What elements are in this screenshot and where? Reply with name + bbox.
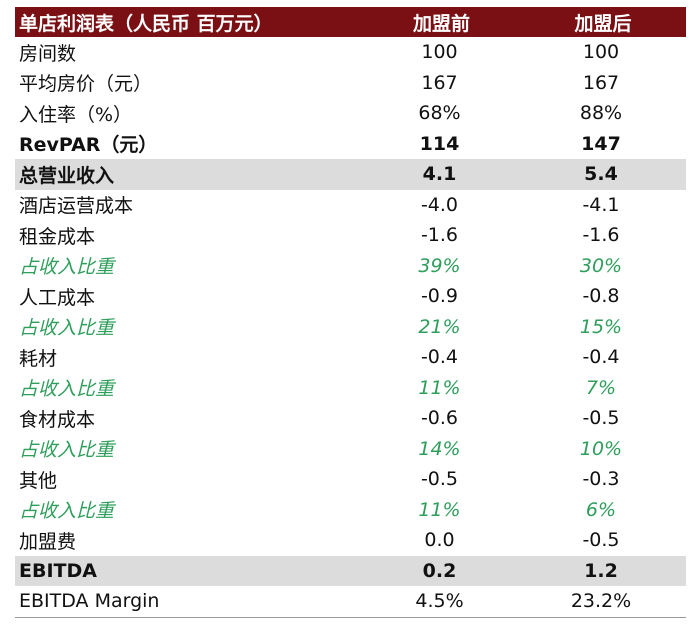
table-row: 租金成本 -1.6 -1.6	[15, 220, 686, 251]
table-row: 入住率（%） 68% 88%	[15, 98, 686, 129]
value-before: 14%	[418, 437, 461, 460]
value-after: 10%	[579, 437, 623, 460]
row-label: 总营业收入	[15, 159, 363, 190]
value-before: 167	[421, 71, 458, 94]
value-before: 11%	[418, 376, 461, 399]
row-label: 占收入比重	[19, 378, 115, 401]
table-row: RevPAR（元） 114 147	[15, 129, 686, 160]
value-before: -0.6	[420, 407, 459, 430]
value-before: 4.1	[363, 159, 516, 190]
value-before: -0.4	[420, 346, 459, 369]
value-before: -1.6	[420, 224, 459, 247]
table-body: 房间数 100 100 平均房价（元） 167 167 入住率（%） 68% 88% RevPAR…	[15, 37, 686, 618]
profit-table-container: 单店利润表（人民币 百万元） 加盟前 加盟后 房间数 100 100 平均房价（元） 1…	[15, 7, 686, 618]
value-after: -0.5	[582, 529, 620, 552]
value-before: 39%	[418, 254, 461, 277]
table-header-row: 单店利润表（人民币 百万元） 加盟前 加盟后	[15, 7, 686, 37]
row-label: 占收入比重	[19, 317, 115, 340]
value-after: -4.1	[582, 193, 620, 216]
row-label: 食材成本	[19, 408, 96, 431]
value-after: 100	[582, 41, 620, 64]
table-row: 其他 -0.5 -0.3	[15, 464, 686, 495]
value-after: 1.2	[516, 555, 686, 586]
row-label: 平均房价（元）	[19, 73, 153, 96]
table-title: 单店利润表（人民币 百万元）	[15, 7, 363, 37]
table-row: 耗材 -0.4 -0.4	[15, 342, 686, 373]
value-before: 68%	[418, 102, 461, 125]
row-label: 占收入比重	[19, 439, 115, 462]
table-row: 酒店运营成本 -4.0 -4.1	[15, 190, 686, 221]
value-after: -0.5	[582, 407, 620, 430]
table-row: 人工成本 -0.9 -0.8	[15, 281, 686, 312]
value-after: -0.4	[582, 346, 620, 369]
value-before: -0.5	[420, 468, 459, 491]
value-before: 114	[419, 132, 460, 155]
row-label: 租金成本	[19, 225, 96, 248]
value-after: 147	[581, 132, 621, 155]
table-row: EBITDA 0.2 1.2	[15, 555, 686, 586]
value-after: 7%	[585, 376, 617, 399]
row-label: 酒店运营成本	[19, 195, 134, 218]
row-label: EBITDA Margin	[15, 586, 363, 618]
value-before: 0.2	[363, 555, 516, 586]
row-label: EBITDA	[15, 555, 363, 586]
table-row: 占收入比重 21% 15%	[15, 312, 686, 343]
row-label: 人工成本	[19, 286, 96, 309]
value-after: 167	[582, 71, 620, 94]
value-after: 30%	[579, 254, 623, 277]
table-row: 占收入比重 11% 7%	[15, 373, 686, 404]
column-header-after: 加盟后	[516, 7, 686, 37]
value-after: -0.3	[582, 468, 620, 491]
table-row: 平均房价（元） 167 167	[15, 68, 686, 99]
column-header-before: 加盟前	[363, 7, 516, 37]
value-before: 0.0	[424, 529, 455, 552]
table-row: 占收入比重 11% 6%	[15, 495, 686, 526]
row-label: 房间数	[19, 42, 77, 65]
row-label: RevPAR（元）	[19, 134, 158, 157]
row-label: 其他	[19, 469, 58, 492]
value-after: 15%	[579, 315, 623, 338]
value-before: -4.0	[420, 193, 459, 216]
row-label: 加盟费	[19, 530, 77, 553]
value-after: 5.4	[516, 159, 686, 190]
value-before: 4.5%	[363, 586, 516, 618]
value-before: 21%	[418, 315, 461, 338]
value-after: -0.8	[582, 285, 620, 308]
row-label: 入住率（%）	[19, 103, 133, 126]
value-after: 23.2%	[516, 586, 686, 618]
row-label: 占收入比重	[19, 256, 115, 279]
value-before: 11%	[418, 498, 461, 521]
row-label: 占收入比重	[19, 500, 115, 523]
row-label: 耗材	[19, 347, 58, 370]
value-before: -0.9	[420, 285, 459, 308]
value-after: -1.6	[582, 224, 620, 247]
value-after: 88%	[579, 102, 623, 125]
table-row: 占收入比重 39% 30%	[15, 251, 686, 282]
store-profit-table: 单店利润表（人民币 百万元） 加盟前 加盟后 房间数 100 100 平均房价（元） 1…	[15, 7, 686, 618]
table-row: EBITDA Margin 4.5% 23.2%	[15, 586, 686, 618]
table-row: 房间数 100 100	[15, 37, 686, 68]
table-row: 食材成本 -0.6 -0.5	[15, 403, 686, 434]
table-row: 占收入比重 14% 10%	[15, 434, 686, 465]
table-row: 加盟费 0.0 -0.5	[15, 525, 686, 556]
value-after: 6%	[585, 498, 617, 521]
value-before: 100	[421, 41, 458, 64]
table-row: 总营业收入 4.1 5.4	[15, 159, 686, 190]
